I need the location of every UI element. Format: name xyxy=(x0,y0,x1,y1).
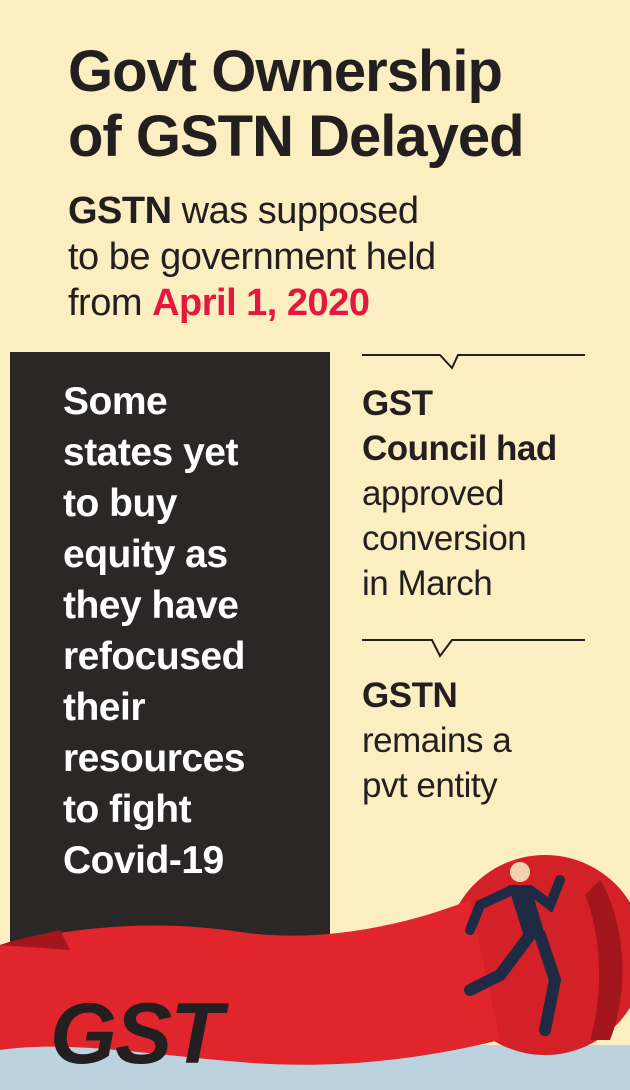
callout-text: remains a xyxy=(362,721,512,760)
subtitle-text: from xyxy=(68,282,143,324)
box-line: refocused xyxy=(63,635,245,678)
box-line: to buy xyxy=(63,482,177,525)
callout-text: pvt entity xyxy=(362,766,498,805)
box-line: to fight xyxy=(63,788,192,831)
ribbon-fold xyxy=(0,930,70,950)
runner xyxy=(464,862,565,1036)
box-line: Covid-19 xyxy=(63,839,224,882)
subtitle-text: was supposed xyxy=(181,190,419,232)
dark-box xyxy=(10,352,330,952)
box-line: they have xyxy=(63,584,239,627)
box-line: Some xyxy=(63,380,168,423)
logo: GST xyxy=(50,986,223,1082)
callout-bold: GST xyxy=(362,384,433,423)
subtitle-line: GSTN was supposed xyxy=(68,190,419,233)
subtitle-lead: GSTN xyxy=(68,190,172,232)
ribbon xyxy=(0,900,500,1065)
box-line: states yet xyxy=(63,431,238,474)
callout-text: conversion xyxy=(362,519,527,558)
box-line: their xyxy=(63,686,146,729)
ribbon-fold xyxy=(585,880,623,1040)
subtitle-line: to be government held xyxy=(68,236,436,278)
callout-text: approved xyxy=(362,474,504,513)
callout-bold: Council had xyxy=(362,429,557,468)
callout-bold: GSTN xyxy=(362,676,458,715)
callout-divider xyxy=(362,354,585,370)
callout-text: in March xyxy=(362,564,493,603)
box-line: resources xyxy=(63,737,245,780)
callout-divider xyxy=(362,639,585,658)
subtitle-date: April 1, 2020 xyxy=(152,282,370,324)
subtitle-line: from April 1, 2020 xyxy=(68,282,370,325)
box-line: equity as xyxy=(63,533,228,576)
title-line: Govt Ownership xyxy=(68,39,503,104)
title-line: of GSTN Delayed xyxy=(68,104,525,169)
